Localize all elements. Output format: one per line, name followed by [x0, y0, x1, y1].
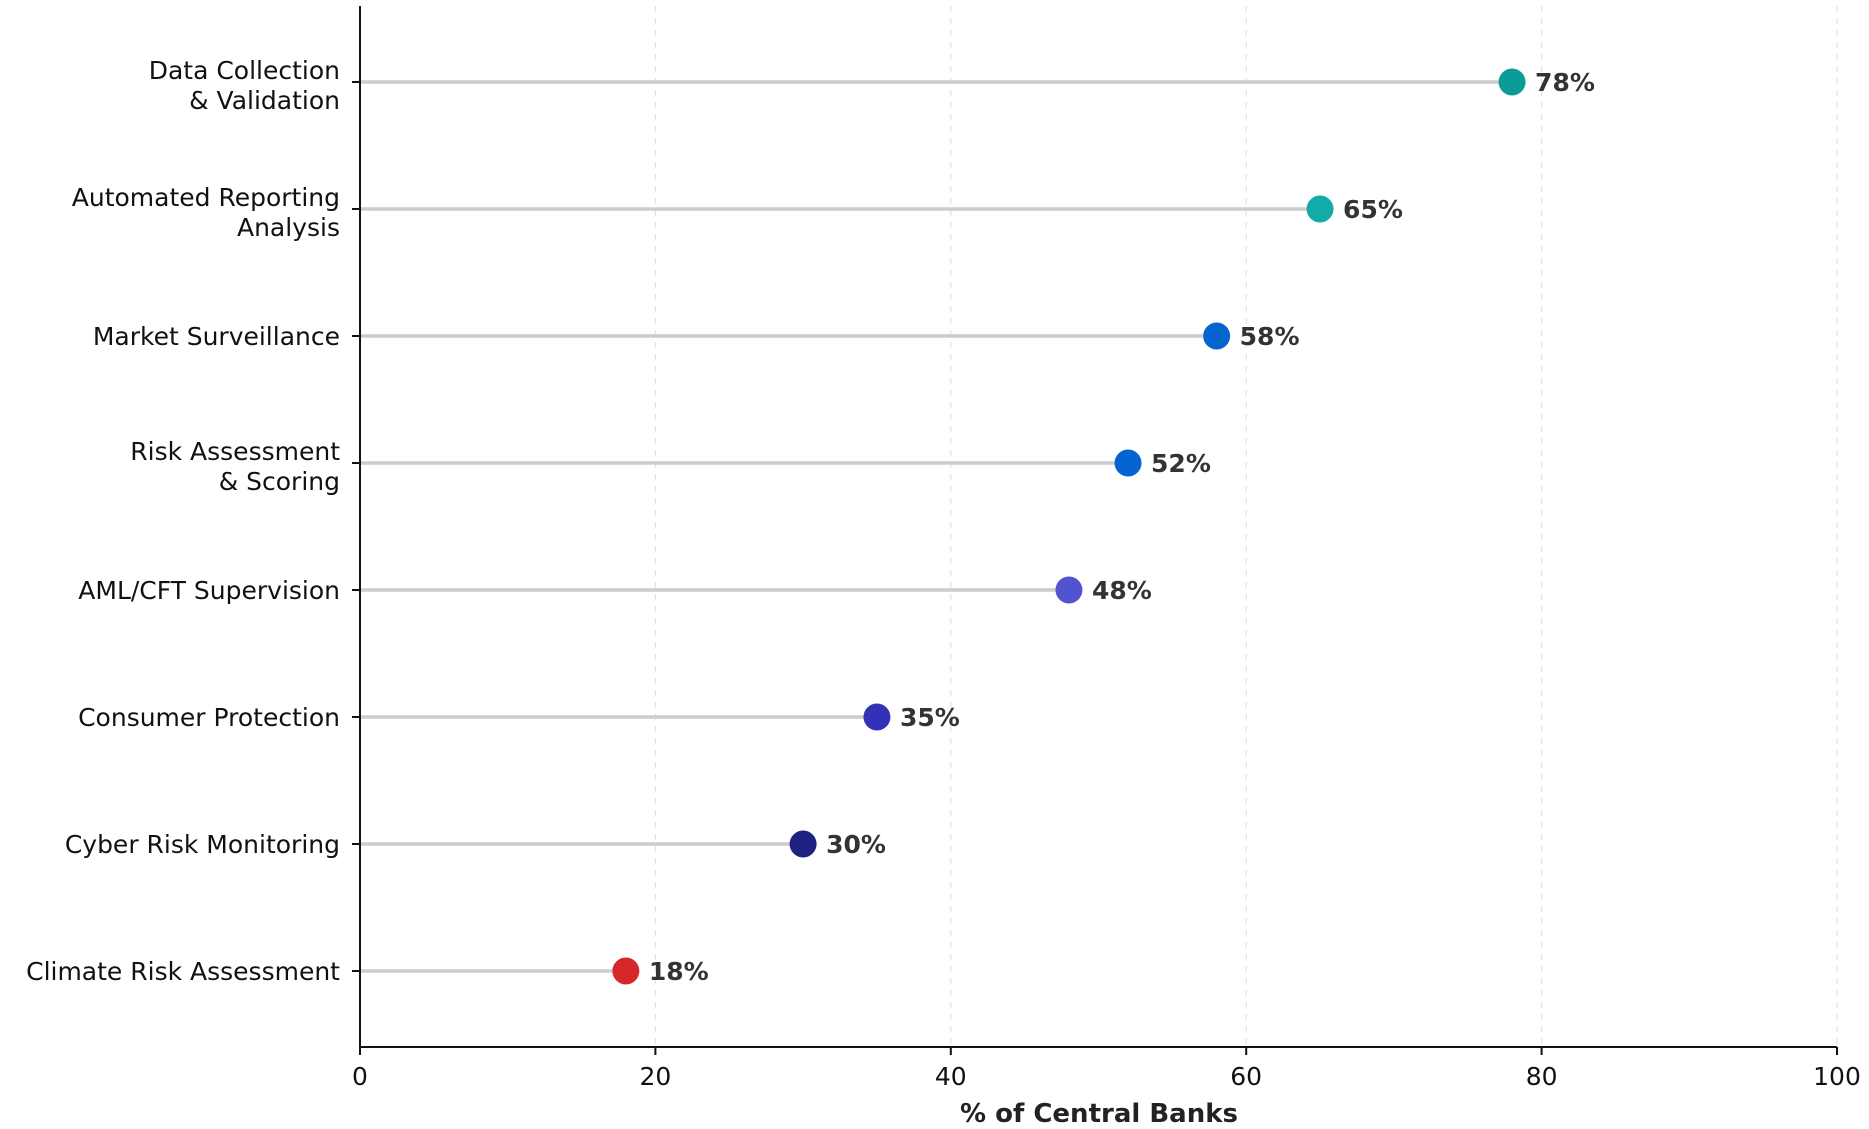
category-label: Consumer Protection: [78, 703, 340, 732]
category-label: Cyber Risk Monitoring: [65, 830, 340, 859]
value-label: 48%: [1092, 576, 1152, 605]
x-tick-label: 40: [935, 1062, 967, 1091]
dot: [863, 703, 891, 731]
category-label: AML/CFT Supervision: [78, 576, 340, 605]
x-tick-label: 100: [1813, 1062, 1861, 1091]
dot: [1306, 195, 1334, 223]
category-label: & Validation: [189, 86, 340, 115]
x-tick-label: 0: [352, 1062, 368, 1091]
dot: [789, 830, 817, 858]
category-label: Data Collection: [149, 56, 340, 85]
category-label: Analysis: [237, 213, 340, 242]
value-label: 65%: [1343, 195, 1403, 224]
value-label: 35%: [900, 703, 960, 732]
x-tick-label: 60: [1230, 1062, 1262, 1091]
dot: [612, 957, 640, 985]
dot: [1055, 576, 1083, 604]
value-labels: 78% 65% 58% 52% 48% 35% 30% 18%: [649, 68, 1595, 986]
value-label: 58%: [1240, 322, 1300, 351]
stems: [352, 80, 1513, 973]
dot: [1114, 449, 1142, 477]
category-labels: Data Collection& Validation Automated Rep…: [26, 56, 340, 986]
category-label: Automated Reporting: [72, 183, 340, 212]
x-tick-label: 20: [639, 1062, 671, 1091]
value-label: 52%: [1151, 449, 1211, 478]
category-label: Climate Risk Assessment: [26, 957, 340, 986]
x-ticks: 0 20 40 60 80 100: [352, 1047, 1861, 1091]
category-label: Risk Assessment: [130, 437, 340, 466]
axes: [359, 6, 1837, 1048]
dot: [1203, 322, 1231, 350]
dot: [1498, 68, 1526, 96]
value-label: 18%: [649, 957, 709, 986]
value-label: 30%: [826, 830, 886, 859]
x-tick-label: 80: [1526, 1062, 1558, 1091]
category-label: & Scoring: [219, 467, 340, 496]
grid-lines: [654, 6, 1838, 1047]
x-axis-title: % of Central Banks: [960, 1099, 1238, 1129]
category-label: Market Surveillance: [93, 322, 340, 351]
value-label: 78%: [1535, 68, 1595, 97]
dots: [612, 68, 1526, 985]
